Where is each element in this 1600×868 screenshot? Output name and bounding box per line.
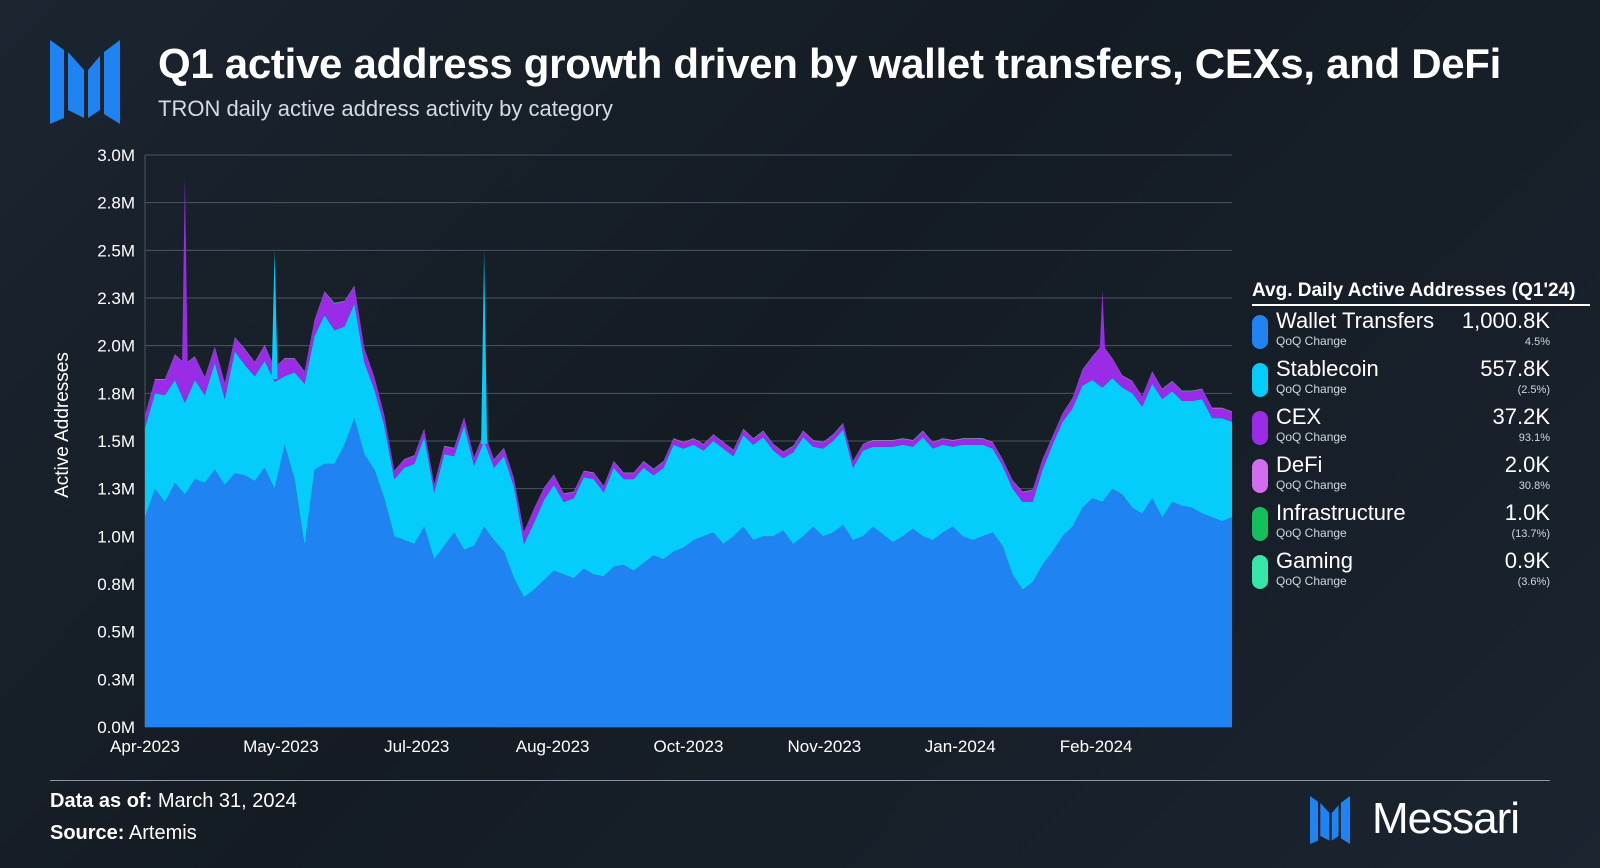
legend-swatch xyxy=(1252,315,1268,349)
legend-item-sub: QoQ Change xyxy=(1276,478,1347,492)
legend-item-change: (2.5%) xyxy=(1517,384,1550,396)
x-tick-label: Feb-2024 xyxy=(1060,737,1133,756)
legend-item-value: 557.8K xyxy=(1480,356,1550,381)
area-chart: 0.0M 0.3M 0.5M 0.8M 1.0M 1.3M 1.5M 1.8M 2.0M 2.3M… xyxy=(52,146,1232,756)
legend-swatch xyxy=(1252,411,1268,445)
y-tick-label: 2.8M xyxy=(97,194,135,213)
spike-mark xyxy=(1099,290,1106,357)
legend: Avg. Daily Active Addresses (Q1'24) Wall… xyxy=(1250,280,1590,594)
x-tick-label: Nov-2023 xyxy=(788,737,862,756)
y-tick-label: 1.8M xyxy=(97,384,135,403)
y-tick-label: 2.0M xyxy=(97,337,135,356)
y-tick-label: 3.0M xyxy=(97,146,135,165)
chart-title: Q1 active address growth driven by walle… xyxy=(158,40,1502,87)
legend-item: Gaming QoQ Change 0.9K (3.6%) xyxy=(1250,546,1590,594)
y-tick-label: 0.8M xyxy=(97,575,135,594)
legend-item: Infrastructure QoQ Change 1.0K (13.7%) xyxy=(1250,498,1590,546)
footer-data-date: Data as of: March 31, 2024 xyxy=(50,790,297,813)
legend-swatch xyxy=(1252,507,1268,541)
data-as-of-value: March 31, 2024 xyxy=(157,790,297,812)
x-tick-label: Jan-2024 xyxy=(925,737,996,756)
legend-item-sub: QoQ Change xyxy=(1276,430,1347,444)
messari-brand-icon xyxy=(1310,796,1350,844)
stacked-areas xyxy=(145,177,1232,727)
legend-item-name: Infrastructure xyxy=(1276,500,1406,525)
y-axis-ticks: 0.0M 0.3M 0.5M 0.8M 1.0M 1.3M 1.5M 1.8M 2.0M 2.3M… xyxy=(97,146,135,737)
y-tick-label: 0.3M xyxy=(97,670,135,689)
legend-item-value: 1,000.8K xyxy=(1461,308,1550,333)
y-tick-label: 0.0M xyxy=(97,718,135,737)
x-tick-label: May-2023 xyxy=(243,737,319,756)
legend-swatch xyxy=(1252,363,1268,397)
legend-item-change: 30.8% xyxy=(1518,480,1550,492)
legend-item: DeFi QoQ Change 2.0K 30.8% xyxy=(1250,450,1590,498)
legend-item: Stablecoin QoQ Change 557.8K (2.5%) xyxy=(1250,354,1590,402)
legend-item-value: 1.0K xyxy=(1504,500,1550,525)
legend-item-value: 2.0K xyxy=(1504,452,1550,477)
series-area-stablecoin xyxy=(145,303,1232,598)
legend-item-name: CEX xyxy=(1276,404,1322,429)
legend-item-sub: QoQ Change xyxy=(1276,526,1347,540)
y-axis-label: Active Addresses xyxy=(52,352,73,498)
legend-item: CEX QoQ Change 37.2K 93.1% xyxy=(1250,402,1590,450)
legend-item: Wallet Transfers QoQ Change 1,000.8K 4.5% xyxy=(1250,306,1590,354)
data-as-of-label: Data as of: xyxy=(50,790,153,812)
x-tick-label: Jul-2023 xyxy=(384,737,449,756)
x-axis-ticks: Apr-2023 May-2023 Jul-2023 Aug-2023 Oct-2023… xyxy=(110,737,1132,756)
legend-rows: Wallet Transfers QoQ Change 1,000.8K 4.5% St… xyxy=(1250,306,1590,594)
chart-subtitle: TRON daily active address activity by ca… xyxy=(158,96,613,121)
x-tick-label: Apr-2023 xyxy=(110,737,180,756)
legend-item-change: 4.5% xyxy=(1524,336,1550,348)
spike-mark xyxy=(481,250,488,444)
brand-name: Messari xyxy=(1372,794,1520,843)
legend-title: Avg. Daily Active Addresses (Q1'24) xyxy=(1252,280,1590,306)
legend-item-sub: QoQ Change xyxy=(1276,382,1347,396)
legend-item-name: Gaming xyxy=(1276,548,1354,573)
spike-mark xyxy=(271,250,278,379)
legend-item-value: 37.2K xyxy=(1492,404,1551,429)
legend-item-sub: QoQ Change xyxy=(1276,574,1347,588)
legend-item-change: (13.7%) xyxy=(1511,528,1550,540)
legend-item-name: Stablecoin xyxy=(1276,356,1379,381)
legend-item-name: DeFi xyxy=(1276,452,1323,477)
footer-source: Source: Artemis xyxy=(50,822,197,845)
legend-item-name: Wallet Transfers xyxy=(1276,308,1435,333)
y-tick-label: 1.3M xyxy=(97,480,135,499)
source-label: Source: xyxy=(50,822,125,844)
y-tick-label: 2.5M xyxy=(97,241,135,260)
legend-item-value: 0.9K xyxy=(1504,548,1550,573)
y-tick-label: 0.5M xyxy=(97,623,135,642)
messari-logo-icon xyxy=(50,40,120,124)
spike-mark xyxy=(181,177,188,376)
legend-swatch xyxy=(1252,555,1268,589)
series-area-wallet-transfers xyxy=(145,418,1232,727)
y-tick-label: 2.3M xyxy=(97,289,135,308)
footer-divider xyxy=(50,780,1550,781)
y-tick-label: 1.0M xyxy=(97,527,135,546)
source-value: Artemis xyxy=(128,822,197,844)
legend-swatch xyxy=(1252,459,1268,493)
legend-item-sub: QoQ Change xyxy=(1276,334,1347,348)
y-tick-label: 1.5M xyxy=(97,432,135,451)
x-tick-label: Oct-2023 xyxy=(654,737,724,756)
legend-item-change: 93.1% xyxy=(1518,432,1550,444)
x-tick-label: Aug-2023 xyxy=(516,737,590,756)
legend-item-change: (3.6%) xyxy=(1517,576,1550,588)
